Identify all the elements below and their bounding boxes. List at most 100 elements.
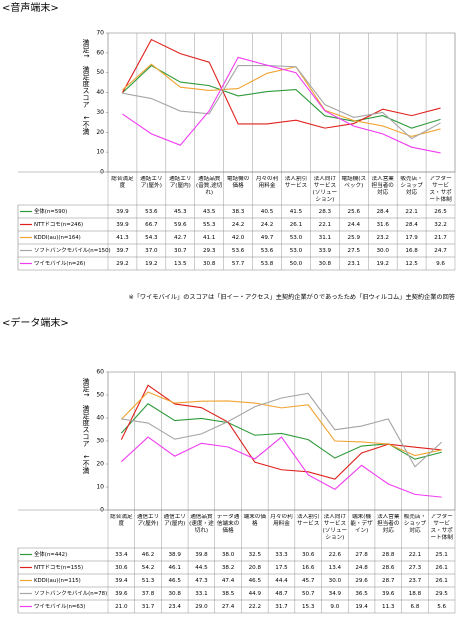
table-value: 50.7 xyxy=(302,591,315,597)
table-value: 5.6 xyxy=(437,604,446,610)
table-value: 40.5 xyxy=(261,209,274,215)
table-value: 44.4 xyxy=(275,578,288,584)
table-value: 37.0 xyxy=(145,248,158,254)
x-category-label: 販売店・ショップ対応 xyxy=(403,514,427,534)
x-category-label: 月々の利用料金 xyxy=(270,514,293,527)
table-value: 19.2 xyxy=(145,261,157,267)
category-cell: 通話エリア(屋内) xyxy=(169,176,192,189)
y-tick-label: 50 xyxy=(96,392,104,399)
table-value: 19.4 xyxy=(355,604,368,610)
table-value: 34.9 xyxy=(329,591,342,597)
x-category-label: 通話エリア(屋外) xyxy=(140,176,163,189)
category-cell: 法人割引サービス xyxy=(285,176,307,189)
table-value: 29.3 xyxy=(203,248,216,254)
table-value: 51.3 xyxy=(142,578,155,584)
table-value: 29.0 xyxy=(195,604,208,610)
table-value: 13.5 xyxy=(174,261,187,267)
legend-label: NTTドコモ(n=155) xyxy=(34,564,83,571)
table-value: 29.6 xyxy=(355,578,368,584)
table-value: 47.3 xyxy=(195,578,208,584)
table-value: 53.8 xyxy=(261,261,274,267)
table-value: 39.8 xyxy=(195,552,208,558)
category-cell: 月々の利用料金 xyxy=(256,176,278,189)
legend-label: ソフトバンクモバイル(n=150) xyxy=(34,247,111,254)
section-title: <データ端末> xyxy=(2,316,69,329)
legend-label: ワイモバイル(n=26) xyxy=(34,260,85,267)
table-value: 30.6 xyxy=(115,565,128,571)
table-value: 28.8 xyxy=(382,552,395,558)
category-cell: 電話機の価格 xyxy=(226,176,250,189)
table-value: 6.8 xyxy=(411,604,420,610)
category-cell: 法人営業担当者の対応 xyxy=(372,176,394,196)
category-cell: 法人向けサービス(ソリューション) xyxy=(312,176,338,203)
y-axis-label: 満足↑ 満足度スコア ↓不満 xyxy=(82,378,90,475)
table-value: 24.2 xyxy=(232,222,244,228)
table-value: 17.5 xyxy=(275,565,288,571)
x-category-label: 法人営業担当者の対応 xyxy=(377,514,400,534)
table-value: 55.3 xyxy=(203,222,216,228)
x-category-label: 通話エリア(屋内) xyxy=(169,176,192,189)
x-category-label: 通話品質(音質,途切れ) xyxy=(196,176,223,196)
table-value: 39.6 xyxy=(115,591,128,597)
table-value: 29.2 xyxy=(116,261,128,267)
table-value: 39.7 xyxy=(116,248,129,254)
table-value: 12.5 xyxy=(405,261,418,267)
table-value: 44.9 xyxy=(249,591,262,597)
x-category-label: 通信エリア(屋外) xyxy=(136,514,160,527)
table-value: 30.8 xyxy=(319,261,332,267)
table-value: 30.8 xyxy=(168,591,181,597)
table-value: 41.1 xyxy=(203,235,216,241)
table-value: 53.6 xyxy=(145,209,158,215)
table-value: 33.1 xyxy=(195,591,208,597)
category-cell: 電話機(スペック) xyxy=(342,176,367,189)
table-value: 42.7 xyxy=(174,235,187,241)
table-value: 38.0 xyxy=(222,552,235,558)
category-cell: アフターサービス・サポート体制 xyxy=(429,176,451,203)
table-value: 33.3 xyxy=(275,552,288,558)
table-value: 45.3 xyxy=(174,209,187,215)
table-value: 33.9 xyxy=(319,248,332,254)
table-value: 31.1 xyxy=(319,235,332,241)
table-value: 26.1 xyxy=(435,578,448,584)
y-axis-label: 満足↑ 満足度スコア ↓不満 xyxy=(82,39,90,136)
table-value: 20.8 xyxy=(249,565,262,571)
table-value: 31.6 xyxy=(376,222,389,228)
table-value: 47.4 xyxy=(222,578,235,584)
table-value: 50.0 xyxy=(290,261,303,267)
category-cell: 総合満足度 xyxy=(110,514,132,527)
table-value: 53.6 xyxy=(232,248,245,254)
table-value: 28.4 xyxy=(376,209,389,215)
table-value: 9.0 xyxy=(330,604,339,610)
table-value: 15.3 xyxy=(302,604,315,610)
table-value: 22.2 xyxy=(249,604,261,610)
table-value: 39.9 xyxy=(116,222,129,228)
table-value: 26.1 xyxy=(435,565,448,571)
table-value: 66.7 xyxy=(145,222,158,228)
category-cell: 通信品質(速度・途切れ) xyxy=(189,514,214,534)
table-value: 27.5 xyxy=(348,248,361,254)
series-line xyxy=(120,403,442,460)
table-value: 38.2 xyxy=(222,565,234,571)
category-cell: 販売店・ショップ対応 xyxy=(403,514,427,534)
table-value: 38.3 xyxy=(232,209,245,215)
x-category-label: 通信品質(速度・途切れ) xyxy=(189,514,214,534)
series-line xyxy=(122,56,441,154)
legend-label: NTTドコモ(n=246) xyxy=(34,221,83,228)
x-category-label: 法人向けサービス(ソリューション) xyxy=(312,176,338,203)
table-value: 54.3 xyxy=(145,235,158,241)
series-line xyxy=(120,436,442,498)
x-category-label: 電話機の価格 xyxy=(226,176,250,189)
table-value: 38.9 xyxy=(168,552,181,558)
table-value: 42.0 xyxy=(232,235,245,241)
category-cell: 端末(機能・デザイン) xyxy=(350,514,372,534)
table-value: 46.1 xyxy=(168,565,181,571)
category-cell: 法人向けサービス(ソリューション) xyxy=(323,514,348,541)
table-value: 24.2 xyxy=(261,222,273,228)
table-value: 19.2 xyxy=(376,261,388,267)
table-value: 21.7 xyxy=(434,235,447,241)
table-value: 32.2 xyxy=(434,222,446,228)
y-tick-label: 50 xyxy=(96,69,104,76)
table-value: 26.1 xyxy=(290,222,303,228)
table-value: 37.8 xyxy=(142,591,155,597)
